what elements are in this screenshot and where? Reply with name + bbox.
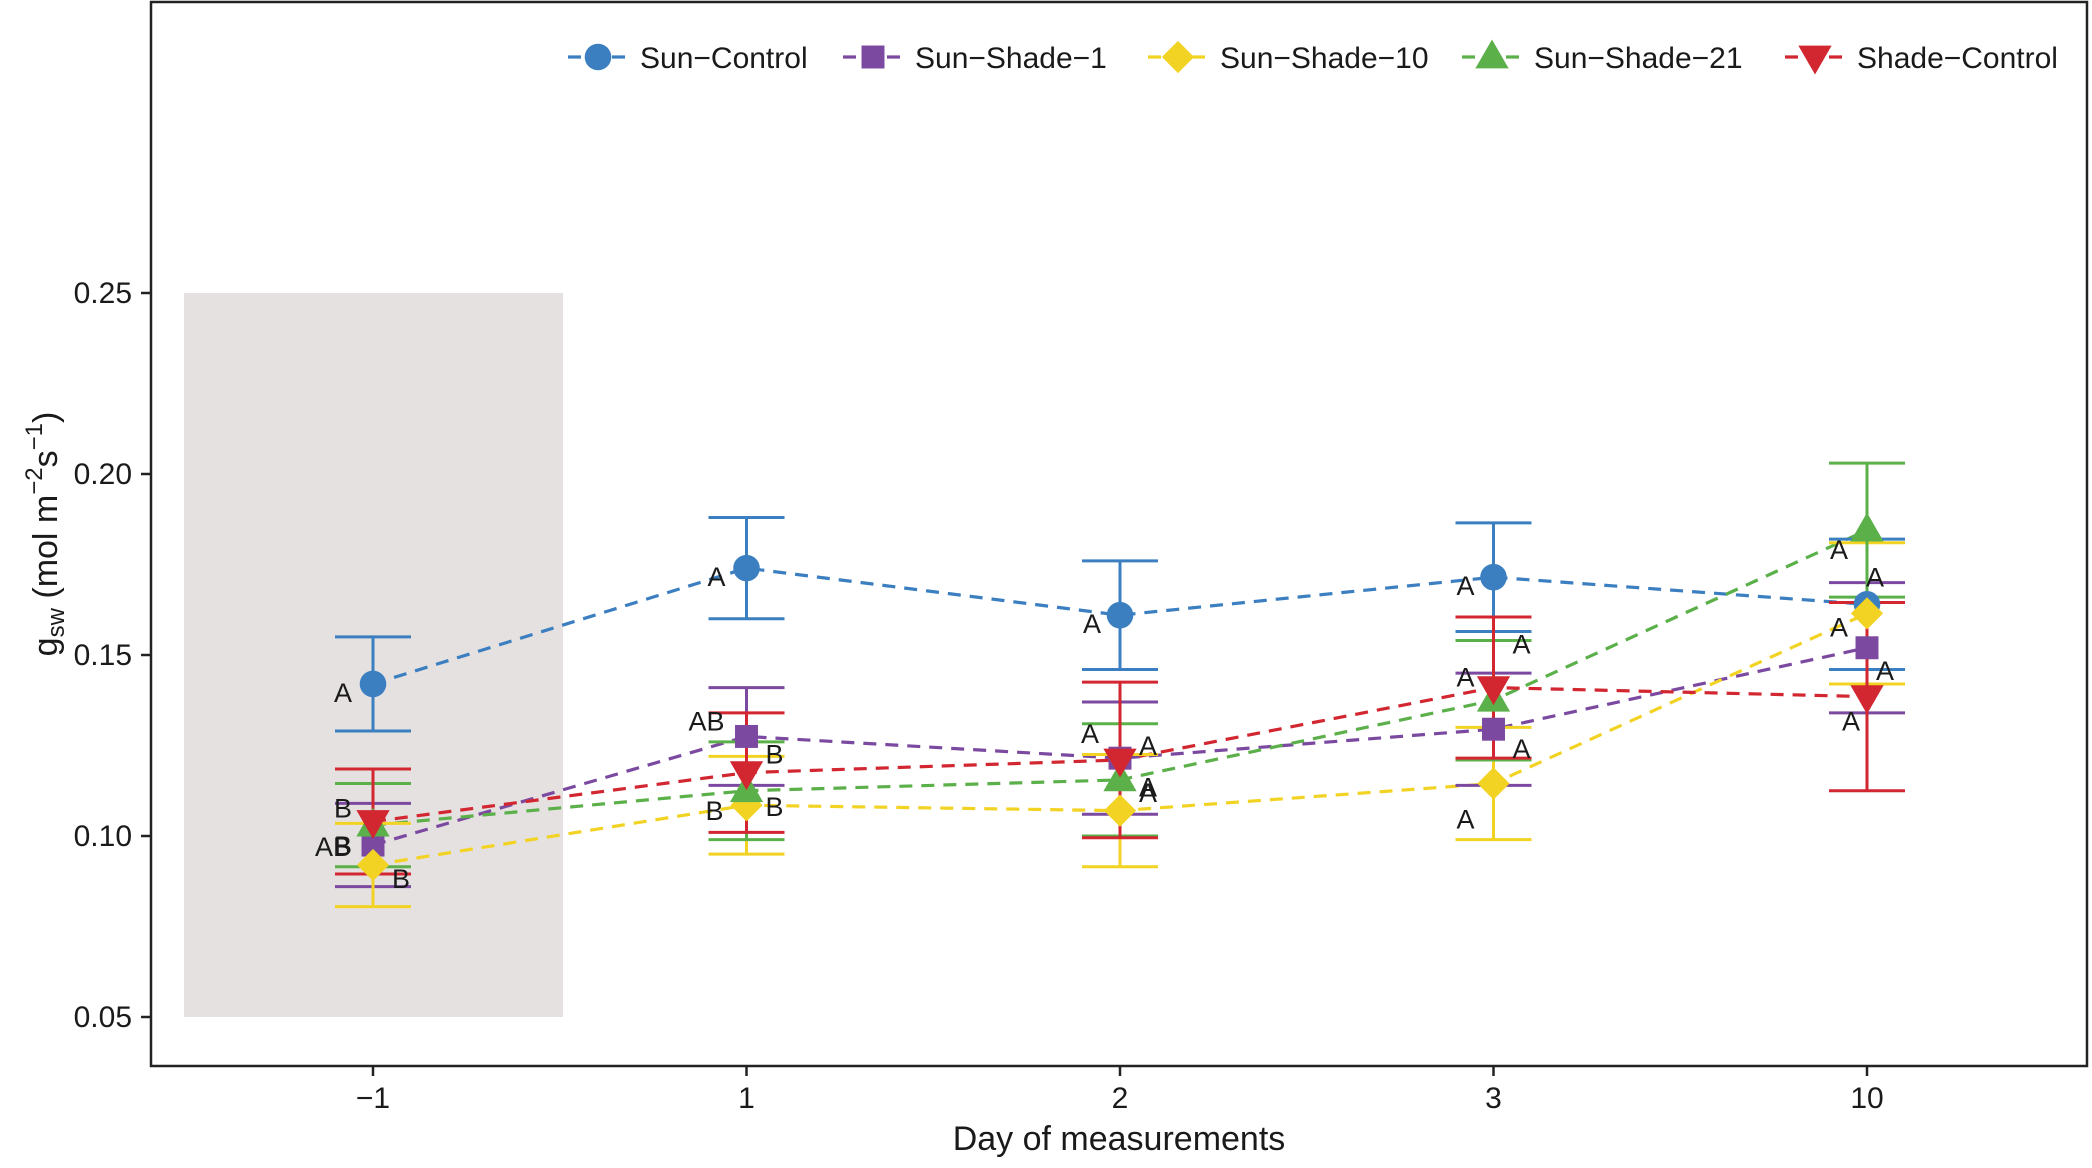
data-point-sun-shade-10	[356, 848, 390, 882]
significance-letter-sun-shade-10: A	[1139, 773, 1157, 803]
y-tick-label: 0.05	[74, 1001, 132, 1034]
series-line-sun-shade-1	[372, 646, 1868, 847]
data-point-shade-control	[729, 761, 764, 791]
y-axis-title-exp2: −1	[21, 423, 48, 450]
data-point-shade-control	[356, 810, 390, 840]
significance-letter-sun-shade-10: B	[765, 792, 783, 822]
legend-marker-sun-shade-10	[1161, 40, 1195, 74]
y-axis-title-g: g	[27, 637, 65, 656]
x-tick-label: 2	[1112, 1082, 1129, 1115]
significance-letter-sun-shade-1: AB	[315, 832, 351, 862]
significance-letter-sun-control: A	[1083, 609, 1101, 639]
error-bars-layer	[335, 461, 1905, 909]
y-axis-title-close: )	[27, 412, 65, 423]
legend-item-sun-control: Sun−Control	[568, 42, 808, 75]
legend-marker-sun-control	[584, 43, 612, 71]
legend-label: Shade−Control	[1857, 42, 2058, 75]
significance-letter-shade-control: A	[1512, 630, 1530, 660]
legend-item-sun-shade-1: Sun−Shade−1	[843, 42, 1107, 75]
y-tick-label: 0.15	[74, 639, 132, 672]
significance-letter-sun-shade-1: A	[1512, 734, 1530, 764]
x-tick-label: −1	[356, 1082, 390, 1115]
data-point-sun-control	[1106, 601, 1134, 629]
legend-marker-sun-shade-1	[861, 45, 885, 69]
significance-letter-sun-control: A	[334, 678, 352, 708]
series-sun-shade-1	[372, 646, 1868, 847]
legend-marker-sun-shade-21	[1475, 39, 1509, 69]
y-tick-label: 0.20	[74, 458, 132, 491]
significance-letter-sun-shade-10: A	[1456, 805, 1474, 835]
legend-item-sun-shade-21: Sun−Shade−21	[1462, 39, 1743, 75]
legend-marker-shade-control	[1798, 45, 1832, 75]
significance-letter-sun-shade-1: A	[1081, 719, 1099, 749]
data-point-sun-control	[733, 554, 760, 582]
data-point-shade-control	[1103, 748, 1137, 778]
significance-letter-sun-shade-21: B	[334, 831, 352, 861]
x-tick-label: 1	[738, 1082, 755, 1115]
data-point-shade-control	[1850, 685, 1884, 715]
y-tick-label: 0.10	[74, 820, 132, 853]
data-point-sun-control	[1480, 563, 1507, 591]
y-axis-title-s: s	[27, 450, 65, 467]
data-point-sun-shade-1	[361, 833, 385, 857]
legend-label: Sun−Shade−21	[1534, 42, 1743, 75]
significance-letter-sun-shade-1: AB	[688, 706, 724, 736]
significance-letter-shade-control: B	[765, 740, 783, 770]
significance-letter-shade-control: A	[1842, 707, 1860, 737]
y-tick-label: 0.25	[74, 277, 132, 310]
significance-letter-sun-shade-21: A	[1830, 535, 1848, 565]
data-point-sun-shade-1	[1855, 636, 1879, 660]
y-axis-title-exp1: −2	[21, 467, 48, 494]
significance-letter-sun-control: A	[1866, 562, 1884, 592]
x-tick-label: 10	[1850, 1082, 1883, 1115]
data-point-sun-control	[359, 670, 387, 698]
significance-letter-sun-shade-10: A	[1830, 612, 1848, 642]
x-axis-title: Day of measurements	[953, 1120, 1286, 1158]
data-point-sun-shade-21	[1850, 512, 1884, 542]
significance-letter-sun-control: A	[1456, 571, 1474, 601]
legend: Sun−Control Sun−Shade−1 Sun−Shade−10 Sun−Sh…	[568, 39, 2058, 75]
significance-letter-sun-shade-1: A	[1876, 656, 1894, 686]
legend-label: Sun−Control	[640, 42, 808, 75]
data-point-sun-shade-10	[1103, 794, 1137, 827]
y-axis-title: gsw (mol m−2s−1)	[21, 412, 70, 657]
legend-item-shade-control: Shade−Control	[1785, 42, 2058, 75]
data-point-sun-shade-1	[735, 724, 758, 748]
legend-label: Sun−Shade−10	[1220, 42, 1429, 75]
significance-letter-sun-shade-21: A	[1456, 662, 1474, 692]
data-point-shade-control	[1476, 676, 1511, 706]
data-point-sun-shade-1	[1482, 717, 1505, 741]
axes-layer: 0.05 0.10 0.15 0.20 0.25 −1 1 2 3 10	[74, 277, 1884, 1115]
markers-layer	[356, 512, 1884, 882]
data-point-sun-shade-10	[1850, 597, 1884, 630]
x-tick-label: 3	[1485, 1082, 1502, 1115]
data-point-sun-shade-10	[1477, 767, 1510, 800]
legend-item-sun-shade-10: Sun−Shade−10	[1148, 40, 1429, 75]
significance-letter-shade-control: B	[334, 794, 352, 824]
significance-letter-sun-shade-10: B	[392, 864, 410, 894]
legend-label: Sun−Shade−1	[915, 42, 1107, 75]
significance-letter-sun-shade-21: B	[705, 796, 723, 826]
significance-letter-sun-control: A	[707, 562, 725, 592]
significance-letter-shade-control: A	[1139, 731, 1157, 761]
y-axis-title-sub: sw	[43, 607, 70, 637]
y-axis-title-unit: (mol m	[27, 495, 65, 608]
significance-letter-sun-shade-21: A	[1139, 778, 1157, 808]
